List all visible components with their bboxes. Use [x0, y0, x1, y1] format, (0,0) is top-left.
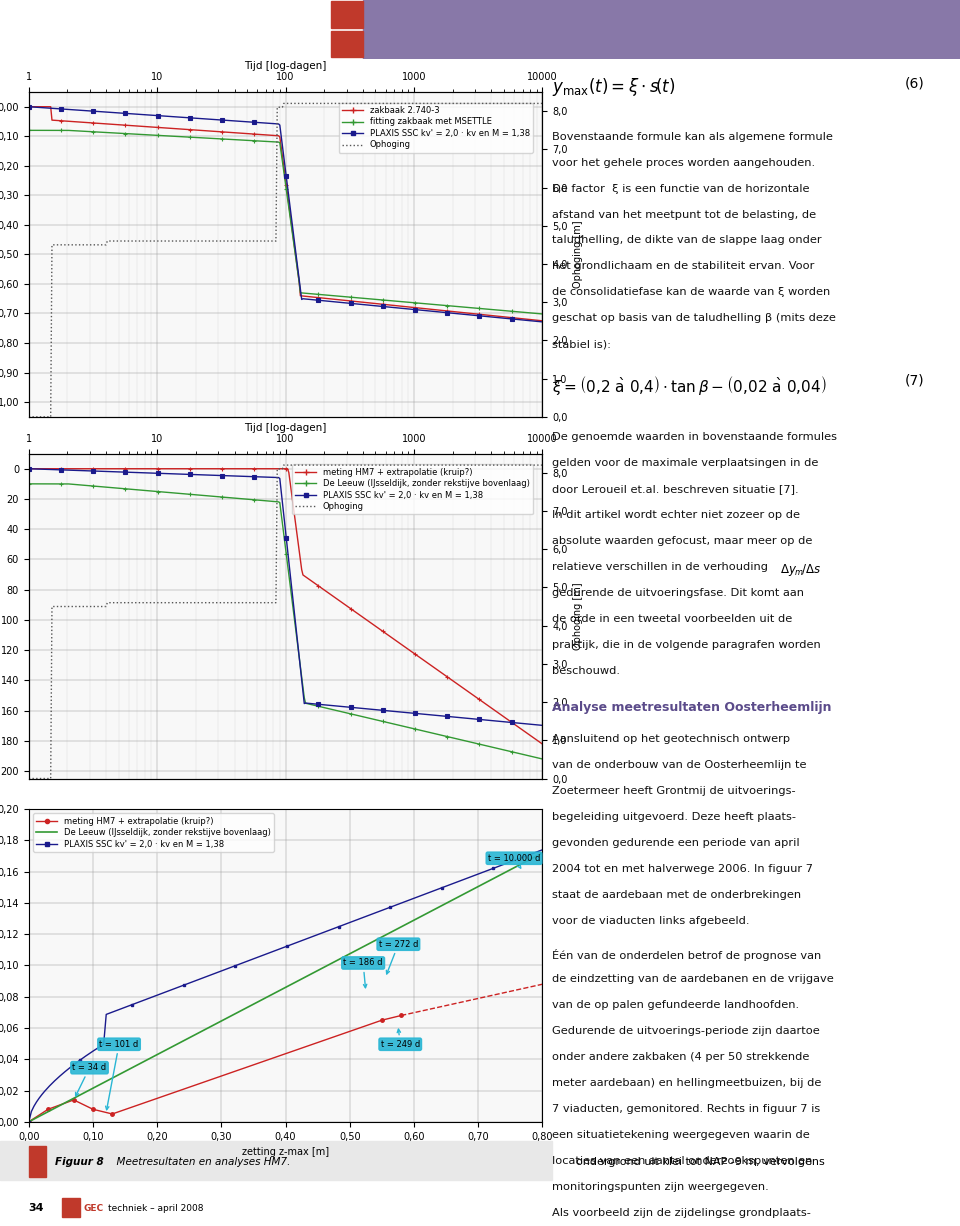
Text: voor het gehele proces worden aangehouden.: voor het gehele proces worden aangehoude… [552, 157, 815, 168]
Bar [0, 1141, 552, 1181]
X-axis label: zetting z-max [m]: zetting z-max [m] [242, 1148, 329, 1157]
Text: (6): (6) [904, 76, 924, 91]
Title: Tijd [log-dagen]: Tijd [log-dagen] [245, 61, 326, 71]
Bar [62, 1198, 80, 1217]
Text: Zoetermeer heeft Grontmij de uitvoerings-: Zoetermeer heeft Grontmij de uitvoerings… [552, 786, 796, 796]
Text: locaties van een aantal onderzoekspunten en: locaties van een aantal onderzoekspunten… [552, 1156, 812, 1166]
Bar [29, 1145, 46, 1177]
Text: meter aardebaan) en hellingmeetbuizen, bij de: meter aardebaan) en hellingmeetbuizen, b… [552, 1079, 822, 1089]
Text: de consolidatiefase kan de waarde van ξ worden: de consolidatiefase kan de waarde van ξ … [552, 287, 830, 298]
Text: Één van de onderdelen betrof de prognose van: Één van de onderdelen betrof de prognose… [552, 949, 821, 960]
Text: (7): (7) [905, 374, 924, 387]
Text: techniek – april 2008: techniek – april 2008 [108, 1204, 204, 1213]
Legend: zakbaak 2.740-3, fitting zakbaak met MSETTLE, PLAXIS SSC kv' = 2,0 · kv en M = 1: zakbaak 2.740-3, fitting zakbaak met MSE… [339, 103, 533, 153]
Text: t = 101 d: t = 101 d [100, 1040, 138, 1110]
Legend: meting HM7 + extrapolatie (kruip?), De Leeuw (IJsseldijk, zonder rekstijve boven: meting HM7 + extrapolatie (kruip?), De L… [33, 813, 274, 852]
Text: 7 viaducten, gemonitored. Rechts in figuur 7 is: 7 viaducten, gemonitored. Rechts in figu… [552, 1105, 820, 1114]
Text: t = 186 d: t = 186 d [344, 959, 383, 988]
Text: door Leroueil et.al. beschreven situatie [7].: door Leroueil et.al. beschreven situatie… [552, 484, 799, 494]
Text: staat de aardebaan met de onderbrekingen: staat de aardebaan met de onderbrekingen [552, 890, 802, 900]
Bar [363, 0, 960, 59]
Text: relatieve verschillen in de verhouding: relatieve verschillen in de verhouding [552, 562, 776, 573]
Bar [331, 31, 363, 58]
Text: $\Delta y_m\!/\Delta s$: $\Delta y_m\!/\Delta s$ [780, 562, 822, 579]
Text: ondergrond uit klei tot NAP -9 m, vervolgens: ondergrond uit klei tot NAP -9 m, vervol… [576, 1156, 825, 1167]
Text: voor de viaducten links afgebeeld.: voor de viaducten links afgebeeld. [552, 916, 750, 926]
Text: Gedurende de uitvoerings-periode zijn daartoe: Gedurende de uitvoerings-periode zijn da… [552, 1026, 820, 1036]
Text: praktijk, die in de volgende paragrafen worden: praktijk, die in de volgende paragrafen … [552, 640, 821, 650]
Text: t = 34 d: t = 34 d [72, 1063, 107, 1096]
Text: $\xi = \left(0{,}2\ \mathrm{\grave{a}}\ 0{,}4\right)\cdot \tan\beta - \left(0{,}: $\xi = \left(0{,}2\ \mathrm{\grave{a}}\ … [552, 374, 827, 397]
Text: het grondlichaam en de stabiliteit ervan. Voor: het grondlichaam en de stabiliteit ervan… [552, 261, 814, 271]
Text: In dit artikel wordt echter niet zozeer op de: In dit artikel wordt echter niet zozeer … [552, 510, 800, 520]
Y-axis label: Ophoging [m]: Ophoging [m] [573, 221, 583, 288]
Text: een situatietekening weergegeven waarin de: een situatietekening weergegeven waarin … [552, 1130, 809, 1140]
Text: Bovenstaande formule kan als algemene formule: Bovenstaande formule kan als algemene fo… [552, 131, 833, 141]
Y-axis label: Ophoging [m]: Ophoging [m] [573, 582, 583, 650]
Text: Aansluitend op het geotechnisch ontwerp: Aansluitend op het geotechnisch ontwerp [552, 734, 790, 744]
Text: stabiel is):: stabiel is): [552, 340, 611, 349]
Text: t = 249 d: t = 249 d [380, 1029, 420, 1048]
Text: afstand van het meetpunt tot de belasting, de: afstand van het meetpunt tot de belastin… [552, 210, 816, 219]
Legend: meting HM7 + extrapolatie (kruip?), De Leeuw (IJsseldijk, zonder rekstijve boven: meting HM7 + extrapolatie (kruip?), De L… [292, 465, 533, 515]
Text: GEC: GEC [84, 1204, 104, 1213]
Text: Analyse meetresultaten Oosterheemlijn: Analyse meetresultaten Oosterheemlijn [552, 700, 831, 714]
Text: 2004 tot en met halverwege 2006. In figuur 7: 2004 tot en met halverwege 2006. In figu… [552, 864, 813, 874]
Text: Figuur 8: Figuur 8 [55, 1156, 104, 1167]
Text: onder andere zakbaken (4 per 50 strekkende: onder andere zakbaken (4 per 50 strekken… [552, 1052, 809, 1063]
Text: gevonden gedurende een periode van april: gevonden gedurende een periode van april [552, 839, 800, 848]
Title: Tijd [log-dagen]: Tijd [log-dagen] [245, 423, 326, 433]
Text: t = 272 d: t = 272 d [378, 939, 418, 973]
Text: t = 10.000 d: t = 10.000 d [488, 853, 540, 868]
Text: van de op palen gefundeerde landhoofden.: van de op palen gefundeerde landhoofden. [552, 1000, 799, 1010]
Text: beschouwd.: beschouwd. [552, 666, 620, 676]
Text: De genoemde waarden in bovenstaande formules: De genoemde waarden in bovenstaande form… [552, 433, 837, 443]
Bar [331, 1, 363, 28]
Text: 34: 34 [29, 1204, 44, 1214]
Text: de eindzetting van de aardebanen en de vrijgave: de eindzetting van de aardebanen en de v… [552, 975, 833, 984]
Text: taludhelling, de dikte van de slappe laag onder: taludhelling, de dikte van de slappe laa… [552, 235, 822, 245]
Text: De factor  ξ is een functie van de horizontale: De factor ξ is een functie van de horizo… [552, 184, 809, 194]
Text: Meetresultaten en analyses HM7.: Meetresultaten en analyses HM7. [110, 1156, 291, 1167]
Text: van de onderbouw van de Oosterheemlijn te: van de onderbouw van de Oosterheemlijn t… [552, 760, 806, 770]
Text: $y_{\mathrm{max}}\left(t\right) = \xi \cdot s\!\left(t\right)$: $y_{\mathrm{max}}\left(t\right) = \xi \c… [552, 76, 675, 98]
Text: gedurende de uitvoeringsfase. Dit komt aan: gedurende de uitvoeringsfase. Dit komt a… [552, 588, 804, 598]
Text: begeleiding uitgevoerd. Deze heeft plaats-: begeleiding uitgevoerd. Deze heeft plaat… [552, 813, 796, 823]
Text: gelden voor de maximale verplaatsingen in de: gelden voor de maximale verplaatsingen i… [552, 459, 818, 468]
Text: de orde in een tweetal voorbeelden uit de: de orde in een tweetal voorbeelden uit d… [552, 614, 792, 624]
Text: geschat op basis van de taludhelling β (mits deze: geschat op basis van de taludhelling β (… [552, 314, 836, 324]
Text: absolute waarden gefocust, maar meer op de: absolute waarden gefocust, maar meer op … [552, 536, 812, 546]
Text: Als voorbeeld zijn de zijdelingse grondplaats-: Als voorbeeld zijn de zijdelingse grondp… [552, 1209, 811, 1219]
Text: monitoringspunten zijn weergegeven.: monitoringspunten zijn weergegeven. [552, 1182, 769, 1193]
